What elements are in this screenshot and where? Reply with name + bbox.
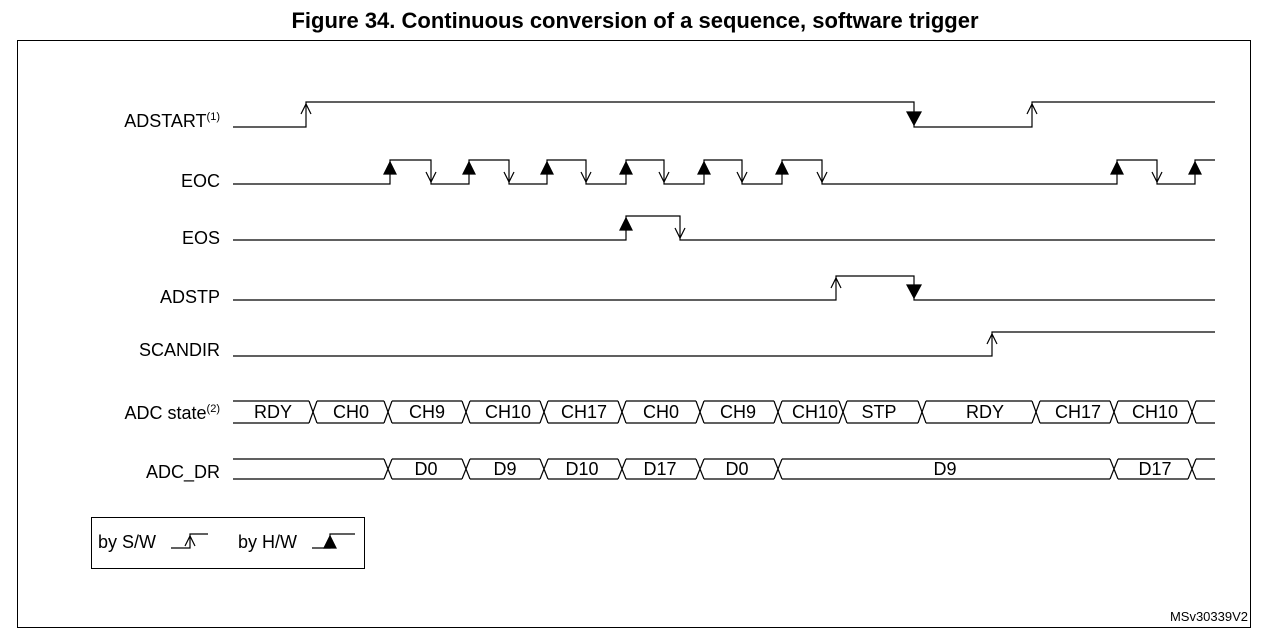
eos-wave [233, 215, 1215, 241]
adc-dr-bus [233, 458, 1215, 480]
bus-value-label: CH0 [643, 402, 679, 422]
bus-value-label: CH10 [1132, 402, 1178, 422]
hw-rise-arrow [1188, 160, 1202, 175]
bus-value-label: CH9 [720, 402, 756, 422]
sw-fall-arrow [503, 171, 515, 184]
sw-fall-arrow [674, 227, 686, 240]
bus-value-label: CH10 [485, 402, 531, 422]
sw-fall-arrow [580, 171, 592, 184]
scandir-wave [233, 331, 1215, 357]
signal-label-adstart: ADSTART(1) [124, 111, 220, 131]
legend-box: by S/W by H/W [91, 517, 365, 569]
signal-label-eos: EOS [181, 228, 220, 248]
bus-value-label: D0 [414, 459, 437, 479]
bus-value-label: CH17 [561, 402, 607, 422]
bus-value-label: D10 [565, 459, 598, 479]
bus-value-label: RDY [254, 402, 292, 422]
bus-value-label: CH10 [792, 402, 838, 422]
sw-fall-arrow [425, 171, 437, 184]
legend-hw-label: by H/W [238, 532, 298, 552]
bus-value-label: D9 [933, 459, 956, 479]
bus-value-label: D0 [725, 459, 748, 479]
legend-sw-label: by S/W [98, 532, 157, 552]
sw-rise-arrow [830, 276, 842, 289]
diagram-frame [17, 40, 1251, 628]
signal-label-eoc: EOC [180, 171, 220, 191]
signal-label-adc-dr: ADC_DR [145, 462, 220, 482]
adc-state-bus [233, 400, 1215, 424]
hw-rise-arrow [697, 160, 711, 175]
sw-fall-arrow [658, 171, 670, 184]
sw-rise-arrow [986, 332, 998, 345]
adstart-wave [233, 101, 1215, 128]
bus-value-label: D9 [493, 459, 516, 479]
sw-fall-arrow [816, 171, 828, 184]
signal-label-adstp: ADSTP [159, 287, 220, 307]
bus-value-label: D17 [1138, 459, 1171, 479]
hw-rise-arrow [775, 160, 789, 175]
bus-value-label: CH9 [409, 402, 445, 422]
hw-rise-arrow [462, 160, 476, 175]
sw-fall-arrow [1151, 171, 1163, 184]
adstp-wave [233, 275, 1215, 301]
figure-title: Figure 34. Continuous conversion of a se… [291, 8, 979, 33]
hw-rise-arrow [540, 160, 554, 175]
hw-rise-arrow [383, 160, 397, 175]
eoc-wave [233, 159, 1215, 185]
hw-rise-arrow [619, 216, 633, 231]
signal-label-adc-state: ADC state(2) [124, 403, 220, 423]
sw-rise-arrow [1026, 102, 1038, 115]
sw-rise-arrow [300, 102, 312, 115]
figure-reference: MSv30339V2 [1169, 609, 1248, 624]
bus-value-label: CH17 [1055, 402, 1101, 422]
hw-fall-arrow [905, 284, 923, 300]
bus-value-label: STP [861, 402, 896, 422]
bus-value-label: RDY [966, 402, 1004, 422]
hw-rise-arrow [1110, 160, 1124, 175]
hw-rise-arrow [619, 160, 633, 175]
hw-fall-arrow [905, 111, 923, 127]
bus-value-label: D17 [643, 459, 676, 479]
sw-fall-arrow [736, 171, 748, 184]
legend-waves [171, 533, 355, 549]
signal-label-scandir: SCANDIR [138, 340, 220, 360]
bus-value-label: CH0 [333, 402, 369, 422]
